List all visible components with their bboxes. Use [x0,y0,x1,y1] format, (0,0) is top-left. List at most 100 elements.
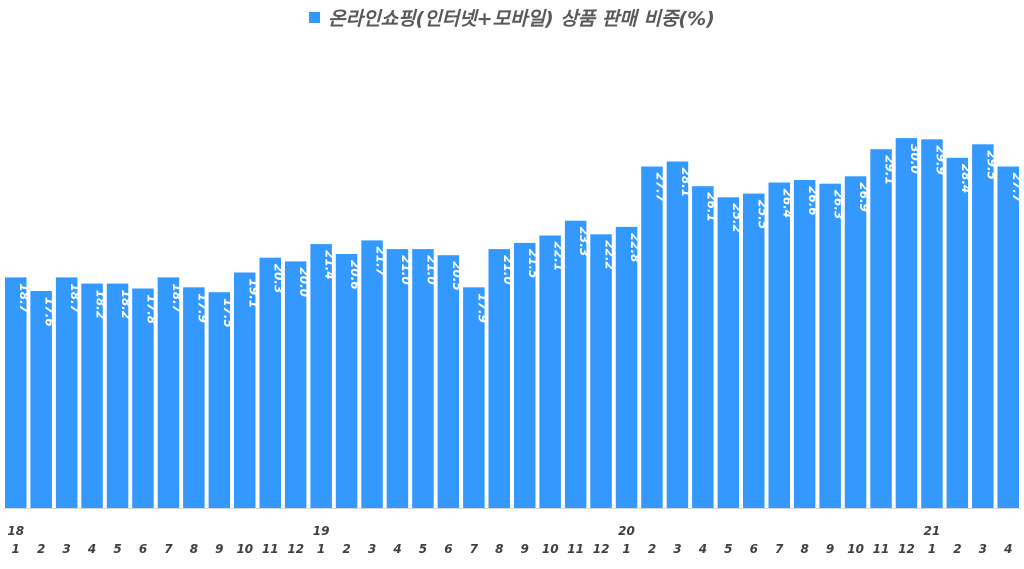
bar [183,287,205,508]
legend-label: 온라인쇼핑(인터넷+모바일) 상품 판매 비중(%) [328,8,715,30]
bar [132,288,154,508]
x-tick-label: 3 [62,542,70,556]
x-tick-label: 7 [164,542,173,556]
data-label: 21.0 [501,255,515,285]
x-tick-label: 3 [979,542,987,556]
data-label: 29.1 [883,155,897,185]
x-tick-label: 10 [542,542,559,556]
bar [666,161,689,508]
data-label: 17.6 [43,297,57,327]
data-label: 22.1 [552,242,566,272]
data-label: 18.7 [68,283,82,313]
bar [641,166,663,508]
bar [259,257,281,508]
x-tick-label: 6 [444,542,452,556]
x-tick-label: 8 [801,542,809,556]
x-tick-label: 7 [470,542,479,556]
x-tick-label: 5 [724,542,732,556]
data-label: 18.2 [94,290,108,320]
x-tick-label: 10 [236,542,253,556]
bar [310,244,332,508]
x-tick-label: 12 [287,542,304,556]
x-tick-label: 10 [847,542,864,556]
x-tick-label: 4 [1003,542,1012,556]
x-year-label: 20 [618,524,635,538]
data-label: 22.2 [603,240,617,270]
x-tick-label: 9 [826,542,834,556]
bar [921,139,943,509]
bar [514,242,536,508]
bar [743,193,765,508]
bar [590,234,612,509]
data-label: 29.9 [933,145,947,175]
bar-series [5,138,1019,509]
bar [564,220,587,508]
bar [717,197,740,509]
bar [208,292,231,508]
data-labels: 18.7 17.6 18.7 18.2 18.2 17.8 18.7 17.9 17.5 19.1… [17,144,1024,328]
bar [972,144,994,509]
bar [819,183,841,508]
x-tick-label: 1 [928,542,936,556]
x-tick-label: 1 [622,542,630,556]
data-label: 29.5 [984,150,998,180]
x-tick-label: 6 [139,542,147,556]
bar [437,255,460,508]
bar [463,287,485,508]
data-label: 20.6 [348,260,362,290]
x-tick-label: 9 [521,542,529,556]
bar [793,180,816,508]
bar [386,249,409,508]
data-label: 26.6 [806,186,820,216]
bar [361,240,383,508]
bar [488,249,510,508]
data-label: 26.4 [781,189,795,219]
chart-legend: 온라인쇼핑(인터넷+모바일) 상품 판매 비중(%) [0,4,1024,31]
bar [284,261,307,508]
data-label: 19.1 [246,279,260,309]
x-tick-label: 1 [317,542,325,556]
data-label: 21.7 [374,246,388,276]
x-tick-label: 7 [775,542,784,556]
data-label: 18.2 [119,290,133,320]
data-label: 18.7 [17,283,31,313]
data-label: 25.5 [755,200,769,230]
x-tick-label: 2 [37,542,45,556]
bar [615,226,638,508]
bar [844,176,867,509]
data-label: 17.8 [145,295,159,325]
data-label: 21.4 [323,250,337,280]
data-label: 18.7 [170,283,184,313]
data-label: 25.2 [730,203,744,233]
x-tick-label: 2 [342,542,350,556]
data-label: 20.5 [450,261,464,291]
data-label: 23.3 [577,227,591,257]
data-label: 28.1 [679,168,693,198]
x-tick-label: 3 [368,542,376,556]
x-tick-label: 6 [750,542,758,556]
x-tick-label: 12 [593,542,610,556]
x-tick-label: 11 [873,542,890,556]
x-tick-label: 11 [567,542,584,556]
bar [157,277,180,508]
bar [335,254,358,508]
bar [768,182,790,508]
data-label: 26.3 [832,190,846,220]
data-label: 26.1 [704,192,718,222]
bar [692,186,714,508]
x-year-label: 19 [313,524,330,538]
bar [30,291,52,508]
x-tick-label: 5 [419,542,427,556]
x-tick-label: 3 [673,542,681,556]
bar [895,138,918,508]
data-label: 20.0 [297,267,311,297]
data-label: 21.5 [526,249,540,279]
bar [539,235,561,508]
legend-swatch [309,12,321,23]
x-tick-label: 8 [190,542,198,556]
data-label: 20.3 [272,264,286,294]
x-tick-label: 2 [648,542,656,556]
bar [5,277,27,508]
